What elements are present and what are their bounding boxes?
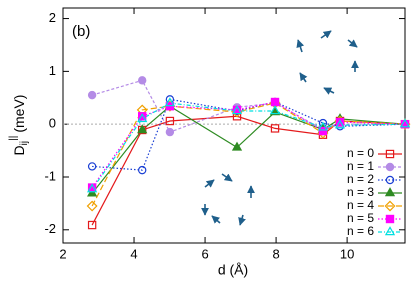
marker (86, 187, 98, 197)
marker (385, 162, 395, 172)
panel-label: (b) (72, 23, 90, 40)
marker (231, 141, 243, 151)
marker (86, 183, 98, 193)
marker (335, 117, 345, 127)
marker (318, 126, 328, 136)
marker (86, 200, 98, 212)
y-label-unit: (meV) (11, 95, 27, 133)
marker (384, 226, 396, 236)
y-label-main: D (11, 145, 27, 155)
y-tick-label: -2 (44, 221, 56, 236)
marker (165, 127, 175, 137)
y-axis-label: Dij|| (meV) (8, 95, 30, 156)
y-label-sup: || (8, 136, 19, 141)
spin-inset-bottom (201, 173, 255, 226)
x-tick-label: 4 (130, 246, 137, 261)
x-axis-label: d (Å) (218, 262, 248, 278)
y-tick-label: 0 (49, 116, 56, 131)
x-tick-label: 8 (272, 246, 279, 261)
marker (87, 90, 97, 100)
legend-label: n = 5 (347, 211, 374, 225)
marker (384, 187, 396, 197)
x-tick-label: 10 (340, 246, 354, 261)
marker (137, 113, 148, 123)
marker (87, 220, 97, 230)
marker (165, 116, 175, 126)
marker (270, 124, 280, 133)
marker (317, 121, 329, 131)
marker (137, 124, 148, 134)
legend-label: n = 1 (347, 159, 374, 173)
marker (385, 214, 395, 224)
marker (137, 165, 147, 175)
marker (399, 118, 411, 128)
marker (164, 97, 176, 107)
y-tick-label: 1 (49, 63, 56, 78)
legend-label: n = 6 (347, 224, 374, 238)
y-label-sub: ij (19, 141, 30, 145)
marker (87, 162, 97, 171)
marker (334, 119, 346, 129)
y-tick-label: -1 (44, 168, 56, 183)
legend-label: n = 2 (347, 172, 374, 186)
marker (385, 175, 395, 185)
marker (231, 105, 243, 115)
x-tick-label: 6 (201, 246, 208, 261)
legend-label: n = 3 (347, 185, 374, 199)
marker (137, 112, 147, 121)
marker (385, 149, 395, 159)
marker (137, 76, 147, 85)
legend-label: n = 4 (347, 198, 374, 212)
y-tick-label: 2 (49, 10, 56, 25)
x-tick-label: 2 (59, 246, 66, 261)
legend-label: n = 0 (347, 146, 374, 160)
spin-inset-top (296, 30, 359, 95)
marker (269, 105, 281, 115)
marker (270, 97, 280, 107)
marker (384, 200, 396, 212)
